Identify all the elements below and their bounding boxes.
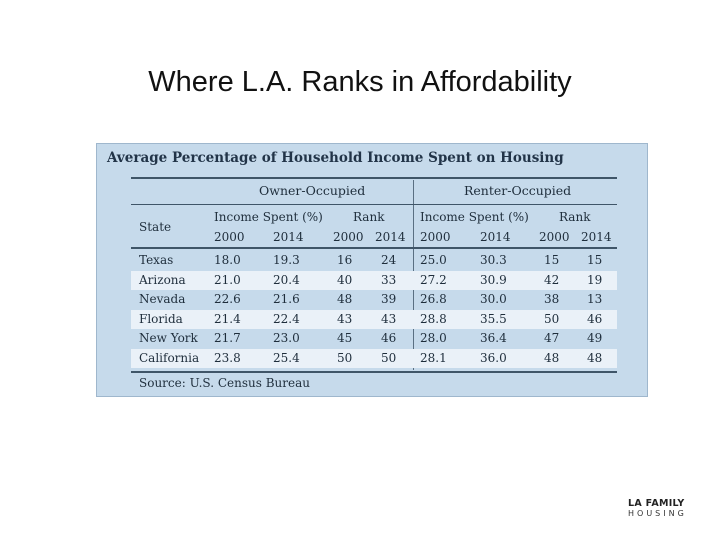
logo-line-2: HOUSING <box>628 509 687 518</box>
table-row: New York 21.7 23.0 45 46 28.0 36.4 47 49 <box>131 329 617 349</box>
cell-value: 40 <box>337 272 353 287</box>
cell-value: 28.0 <box>420 331 447 345</box>
table-rule-bottom <box>131 371 617 373</box>
table-row: Nevada 22.6 21.6 48 39 26.8 30.0 38 13 <box>131 290 617 310</box>
la-family-housing-logo: LA FAMILY HOUSING <box>628 498 687 518</box>
cell-value: 45 <box>337 331 353 345</box>
cell-value: 46 <box>381 331 397 345</box>
cell-value: 20.4 <box>273 272 300 287</box>
group-owner-occupied: Owner-Occupied <box>259 183 366 198</box>
cell-value: 35.5 <box>480 311 507 326</box>
cell-value: 33 <box>381 272 397 287</box>
cell-value: 39 <box>381 292 397 306</box>
col-renter-income: Income Spent (%) <box>420 210 529 224</box>
cell-value: 19 <box>587 272 603 287</box>
col-year: 2014 <box>480 230 511 244</box>
cell-value: 21.0 <box>214 272 241 287</box>
cell-value: 50 <box>337 350 353 365</box>
cell-value: 30.0 <box>480 292 507 306</box>
col-owner-rank: Rank <box>353 210 385 224</box>
cell-value: 13 <box>587 292 603 306</box>
source-note: Source: U.S. Census Bureau <box>139 376 310 390</box>
cell-value: 22.6 <box>214 292 241 306</box>
cell-value: 15 <box>587 253 603 267</box>
cell-value: 43 <box>337 311 353 326</box>
cell-value: 36.4 <box>480 331 507 345</box>
slide-title: Where L.A. Ranks in Affordability <box>148 66 572 98</box>
cell-value: 23.8 <box>214 350 241 365</box>
cell-value: 48 <box>587 350 603 365</box>
cell-state: Florida <box>139 311 183 326</box>
table-row: Arizona 21.0 20.4 40 33 27.2 30.9 42 19 <box>131 270 617 290</box>
cell-state: Texas <box>139 253 174 267</box>
cell-value: 25.0 <box>420 253 447 267</box>
cell-value: 36.0 <box>480 350 507 365</box>
table-rule-header <box>131 247 617 249</box>
cell-value: 25.4 <box>273 350 300 365</box>
table-rule-top <box>131 177 617 179</box>
col-year: 2014 <box>581 230 612 244</box>
group-renter-occupied: Renter-Occupied <box>464 183 572 198</box>
cell-value: 21.4 <box>214 311 241 326</box>
table-heading: Average Percentage of Household Income S… <box>107 150 564 166</box>
income-table: Average Percentage of Household Income S… <box>96 143 648 397</box>
cell-value: 21.6 <box>273 292 300 306</box>
logo-line-1: LA FAMILY <box>628 498 685 509</box>
cell-value: 28.1 <box>420 350 447 365</box>
cell-value: 43 <box>381 311 397 326</box>
cell-value: 28.8 <box>420 311 447 326</box>
col-year: 2000 <box>333 230 364 244</box>
cell-value: 15 <box>544 253 560 267</box>
cell-value: 48 <box>544 350 560 365</box>
col-owner-income: Income Spent (%) <box>214 210 323 224</box>
cell-state: New York <box>139 331 198 345</box>
cell-value: 38 <box>544 292 560 306</box>
col-year: 2000 <box>420 230 451 244</box>
cell-value: 27.2 <box>420 272 447 287</box>
cell-value: 16 <box>337 253 353 267</box>
cell-value: 24 <box>381 253 397 267</box>
col-year: 2014 <box>375 230 406 244</box>
cell-state: Nevada <box>139 292 186 306</box>
col-renter-rank: Rank <box>559 210 591 224</box>
cell-value: 30.3 <box>480 253 507 267</box>
cell-value: 26.8 <box>420 292 447 306</box>
cell-value: 50 <box>381 350 397 365</box>
cell-value: 49 <box>587 331 603 345</box>
cell-value: 19.3 <box>273 253 300 267</box>
col-state: State <box>139 220 172 234</box>
cell-value: 42 <box>544 272 560 287</box>
col-year: 2000 <box>539 230 570 244</box>
cell-value: 30.9 <box>480 272 507 287</box>
cell-value: 47 <box>544 331 560 345</box>
cell-value: 22.4 <box>273 311 300 326</box>
table-row: Florida 21.4 22.4 43 43 28.8 35.5 50 46 <box>131 309 617 329</box>
table-row: California 23.8 25.4 50 50 28.1 36.0 48 … <box>131 348 617 368</box>
col-year: 2014 <box>273 230 304 244</box>
table-body: Texas 18.0 19.3 16 24 25.0 30.3 15 15 Ar… <box>131 251 617 369</box>
cell-state: California <box>139 350 200 365</box>
table-row: Texas 18.0 19.3 16 24 25.0 30.3 15 15 <box>131 251 617 271</box>
cell-state: Arizona <box>139 272 186 287</box>
cell-value: 23.0 <box>273 331 300 345</box>
cell-value: 18.0 <box>214 253 241 267</box>
col-year: 2000 <box>214 230 245 244</box>
cell-value: 21.7 <box>214 331 241 345</box>
cell-value: 46 <box>587 311 603 326</box>
table-rule-group <box>131 204 617 205</box>
cell-value: 50 <box>544 311 560 326</box>
cell-value: 48 <box>337 292 353 306</box>
